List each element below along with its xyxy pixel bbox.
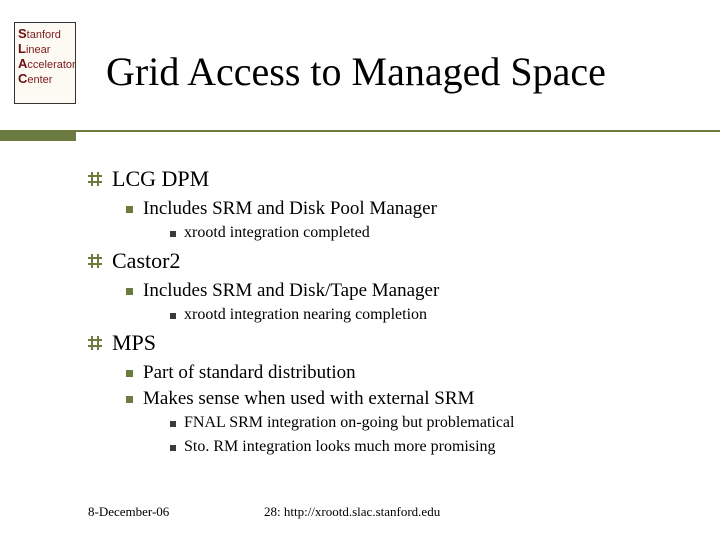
l2-label: Includes SRM and Disk Pool Manager bbox=[143, 198, 437, 220]
l3-label: xrootd integration completed bbox=[184, 224, 370, 242]
l2-label: Includes SRM and Disk/Tape Manager bbox=[143, 280, 439, 302]
accent-line bbox=[0, 130, 720, 132]
small-square-bullet-icon bbox=[170, 445, 176, 451]
logo-cap-s: S bbox=[18, 26, 27, 41]
small-square-bullet-icon bbox=[170, 231, 176, 237]
l1-label: MPS bbox=[112, 330, 156, 356]
l3-label: Sto. RM integration looks much more prom… bbox=[184, 438, 496, 456]
slide-title: Grid Access to Managed Space bbox=[10, 18, 710, 95]
logo-cap-c: C bbox=[18, 71, 27, 86]
footer-page: 28: http://xrootd.slac.stanford.edu bbox=[264, 504, 440, 520]
hash-bullet-icon bbox=[88, 254, 102, 268]
bullet-level3: FNAL SRM integration on-going but proble… bbox=[170, 414, 688, 432]
l3-label: xrootd integration nearing completion bbox=[184, 306, 427, 324]
bullet-level1: MPS bbox=[88, 330, 688, 356]
logo-cap-a: A bbox=[18, 56, 27, 71]
accent-bar bbox=[0, 130, 76, 141]
logo-cap-l: L bbox=[18, 41, 26, 56]
hash-bullet-icon bbox=[88, 172, 102, 186]
l1-label: LCG DPM bbox=[112, 166, 209, 192]
square-bullet-icon bbox=[126, 206, 133, 213]
logo-rest-1: tanford bbox=[27, 29, 61, 41]
hash-bullet-icon bbox=[88, 336, 102, 350]
bullet-level2: Makes sense when used with external SRM bbox=[126, 388, 688, 410]
bullet-level3: xrootd integration nearing completion bbox=[170, 306, 688, 324]
slide-body: LCG DPM Includes SRM and Disk Pool Manage… bbox=[88, 166, 688, 462]
l1-label: Castor2 bbox=[112, 248, 180, 274]
logo-rest-2: inear bbox=[26, 44, 50, 56]
header: Stanford Linear Accelerator Center Grid … bbox=[0, 0, 720, 109]
bullet-level1: LCG DPM bbox=[88, 166, 688, 192]
bullet-level2: Includes SRM and Disk/Tape Manager bbox=[126, 280, 688, 302]
logo-rest-3: ccelerator bbox=[27, 59, 75, 71]
footer: 8-December-06 28: http://xrootd.slac.sta… bbox=[88, 504, 688, 520]
slac-logo: Stanford Linear Accelerator Center bbox=[14, 22, 76, 104]
bullet-level3: Sto. RM integration looks much more prom… bbox=[170, 438, 688, 456]
logo-rest-4: enter bbox=[27, 74, 52, 86]
square-bullet-icon bbox=[126, 288, 133, 295]
bullet-level1: Castor2 bbox=[88, 248, 688, 274]
footer-date: 8-December-06 bbox=[88, 504, 169, 520]
l3-label: FNAL SRM integration on-going but proble… bbox=[184, 414, 514, 432]
bullet-level2: Includes SRM and Disk Pool Manager bbox=[126, 198, 688, 220]
square-bullet-icon bbox=[126, 370, 133, 377]
small-square-bullet-icon bbox=[170, 313, 176, 319]
l2-label: Part of standard distribution bbox=[143, 362, 356, 384]
bullet-level3: xrootd integration completed bbox=[170, 224, 688, 242]
l2-label: Makes sense when used with external SRM bbox=[143, 388, 474, 410]
bullet-level2: Part of standard distribution bbox=[126, 362, 688, 384]
small-square-bullet-icon bbox=[170, 421, 176, 427]
square-bullet-icon bbox=[126, 396, 133, 403]
